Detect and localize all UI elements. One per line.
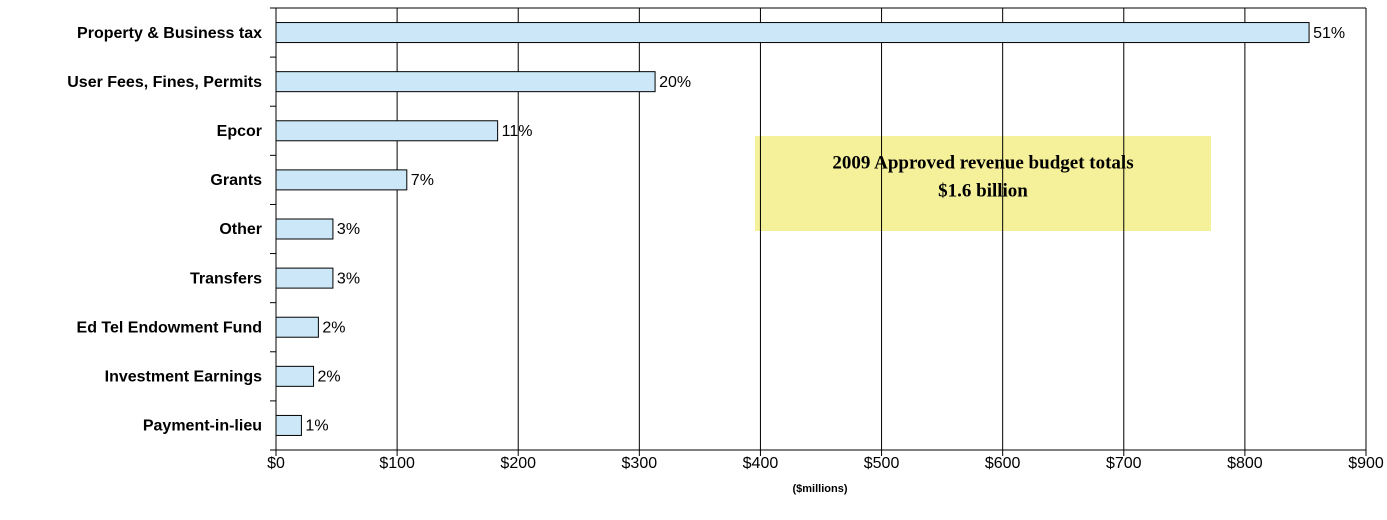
bar <box>275 169 408 191</box>
bar <box>275 414 302 436</box>
x-tick-label: $700 <box>1106 455 1142 472</box>
bar <box>275 316 319 338</box>
y-tick-label: Grants <box>210 172 262 189</box>
bar <box>275 71 656 93</box>
bar <box>275 365 315 387</box>
value-label: 1% <box>305 418 328 435</box>
x-axis-label: ($millions) <box>792 483 847 495</box>
value-label: 51% <box>1313 25 1345 42</box>
value-label: 7% <box>411 172 434 189</box>
value-label: 3% <box>337 221 360 238</box>
bar <box>275 22 1310 44</box>
y-tick-label: Property & Business tax <box>77 25 262 42</box>
value-label: 2% <box>322 319 345 336</box>
x-tick-label: $400 <box>743 455 779 472</box>
annotation-box <box>755 136 1211 231</box>
value-label: 3% <box>337 270 360 287</box>
y-tick-label: User Fees, Fines, Permits <box>67 74 262 91</box>
x-tick-label: $600 <box>985 455 1021 472</box>
x-tick-label: $0 <box>267 455 285 472</box>
bar <box>275 120 499 142</box>
y-tick-label: Epcor <box>217 123 262 140</box>
y-tick-label: Other <box>219 221 262 238</box>
annotation: 2009 Approved revenue budget totals <box>832 152 1133 173</box>
value-label: 20% <box>659 74 691 91</box>
bar <box>275 218 334 240</box>
x-tick-label: $500 <box>864 455 900 472</box>
y-tick-label: Ed Tel Endowment Fund <box>77 319 262 336</box>
y-tick-label: Investment Earnings <box>105 369 262 386</box>
bar <box>275 267 334 289</box>
y-tick-label: Payment-in-lieu <box>143 418 262 435</box>
x-tick-label: $800 <box>1227 455 1263 472</box>
x-tick-label: $200 <box>500 455 536 472</box>
x-tick-label: $300 <box>622 455 658 472</box>
annotation: $1.6 billion <box>938 180 1028 201</box>
value-label: 11% <box>502 123 533 140</box>
x-tick-label: $900 <box>1348 455 1384 472</box>
y-tick-label: Transfers <box>190 270 262 287</box>
x-tick-label: $100 <box>379 455 415 472</box>
value-label: 2% <box>318 369 341 386</box>
